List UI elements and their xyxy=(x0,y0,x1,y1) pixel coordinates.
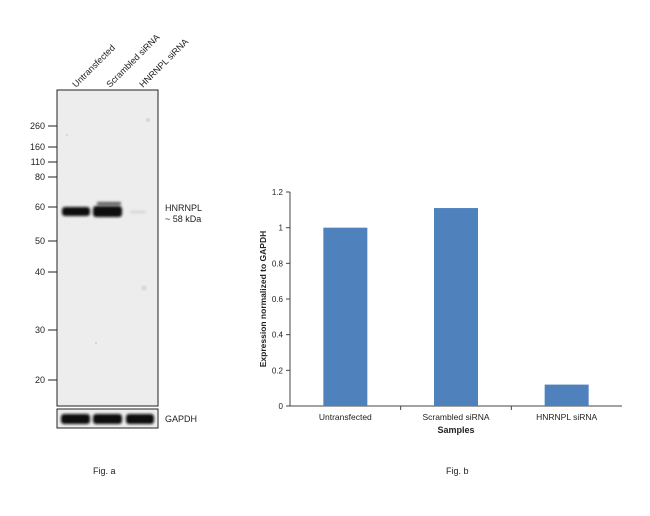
y-tick-label: 1.2 xyxy=(272,188,284,197)
gapdh-bands xyxy=(61,414,154,424)
mw-label: 30 xyxy=(35,325,45,335)
y-tick-label: 0.4 xyxy=(272,331,284,340)
mw-label: 160 xyxy=(30,142,45,152)
y-axis-title: Expression normalized to GAPDH xyxy=(258,231,268,368)
x-tick-label: HNRNPL siRNA xyxy=(536,412,597,422)
blot-panel-main xyxy=(56,89,159,407)
y-tick-label: 0 xyxy=(279,402,284,411)
x-tick-label: Scrambled siRNA xyxy=(422,412,489,422)
band-scrambled xyxy=(93,206,122,217)
y-tick-label: 0.8 xyxy=(272,259,284,268)
y-tick-label: 0.2 xyxy=(272,366,284,375)
mw-label: 20 xyxy=(35,375,45,385)
mw-label: 260 xyxy=(30,121,45,131)
mw-label: 40 xyxy=(35,267,45,277)
x-axis-title: Samples xyxy=(437,425,474,435)
band-knockdown xyxy=(130,211,146,213)
bar-2 xyxy=(434,208,478,406)
y-tick-label: 0.6 xyxy=(272,295,284,304)
y-tick-label: 1 xyxy=(279,224,284,233)
mw-label: 110 xyxy=(31,157,45,167)
hnrnpl-bands xyxy=(62,202,146,217)
mw-markers xyxy=(48,125,57,381)
mw-label: 80 xyxy=(35,172,45,182)
target-size: ~ 58 kDa xyxy=(165,214,201,224)
fig-a-caption: Fig. a xyxy=(93,466,116,476)
target-label: HNRNPL xyxy=(165,203,202,213)
mw-label: 60 xyxy=(35,202,45,212)
bar-3 xyxy=(544,384,589,406)
mw-label: 50 xyxy=(35,236,45,246)
bar-1 xyxy=(323,227,368,406)
band-scrambled-upper xyxy=(97,202,121,205)
fig-b-caption: Fig. b xyxy=(446,466,469,476)
band-untransfected xyxy=(62,207,90,216)
x-tick-label: Untransfected xyxy=(319,412,372,422)
gapdh-label: GAPDH xyxy=(165,414,197,424)
